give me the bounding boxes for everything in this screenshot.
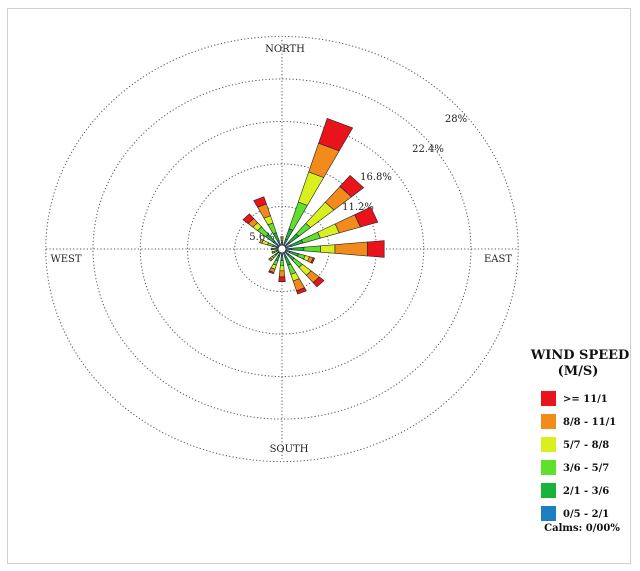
legend-swatch-6 bbox=[541, 506, 556, 521]
petal-dir7-bin6 bbox=[278, 276, 286, 283]
center-hole bbox=[277, 244, 287, 254]
legend-swatch-2 bbox=[541, 414, 556, 429]
compass-south-label: SOUTH bbox=[270, 444, 309, 455]
ring-label-4: 22.4% bbox=[412, 144, 444, 155]
legend-label-1: >= 11/1 bbox=[563, 394, 608, 405]
petal-dir3-bin5 bbox=[334, 241, 368, 257]
petal-dir3-bin3 bbox=[303, 245, 321, 253]
legend-label-4: 3/6 - 5/7 bbox=[563, 463, 609, 474]
legend: WIND SPEED (M/S) >= 11/1 8/8 - 11/1 5/7 - … bbox=[530, 348, 630, 534]
ring-1 bbox=[234, 205, 330, 293]
petal-dir2-bin3 bbox=[301, 231, 321, 244]
legend-label-6: 0/5 - 2/1 bbox=[563, 509, 609, 520]
petal-dir6-bin6 bbox=[296, 287, 307, 295]
legend-items: >= 11/1 8/8 - 11/1 5/7 - 8/8 3/6 - 5/7 2/1 -… bbox=[541, 391, 616, 521]
petal-dir0-bin4 bbox=[297, 171, 325, 206]
wind-petals bbox=[242, 118, 385, 295]
petal-dir3-bin4 bbox=[320, 244, 336, 254]
petal-dir13-bin6 bbox=[242, 213, 255, 224]
petal-dir0-bin6 bbox=[318, 118, 354, 152]
chart-frame bbox=[7, 8, 631, 564]
legend-title-line2: (M/S) bbox=[558, 364, 599, 379]
petal-dir9-bin5 bbox=[268, 257, 273, 262]
legend-swatch-1 bbox=[541, 391, 556, 406]
compass-north-label: NORTH bbox=[265, 44, 305, 55]
legend-label-5: 2/1 - 3/6 bbox=[563, 486, 609, 497]
petal-dir14-bin6 bbox=[253, 196, 267, 208]
ring-5 bbox=[45, 35, 519, 463]
legend-swatch-3 bbox=[541, 437, 556, 452]
ring-label-3: 16.8% bbox=[360, 172, 392, 183]
petal-dir11-bin5 bbox=[271, 247, 273, 251]
legend-swatch-4 bbox=[541, 460, 556, 475]
calms-label: Calms: 0/00% bbox=[544, 523, 620, 534]
legend-swatch-5 bbox=[541, 483, 556, 498]
petal-dir3-bin2 bbox=[291, 246, 305, 252]
petal-dir15-bin5 bbox=[280, 236, 284, 239]
ring-label-2: 11.2% bbox=[342, 202, 374, 213]
compass-west-label: WEST bbox=[50, 254, 81, 265]
legend-title-line1: WIND SPEED bbox=[530, 348, 630, 363]
ring-4 bbox=[92, 78, 472, 420]
petal-dir10-bin5 bbox=[271, 251, 274, 254]
petal-dir7-bin4 bbox=[279, 264, 285, 272]
petal-dir6-bin2 bbox=[284, 256, 292, 266]
legend-label-2: 8/8 - 11/1 bbox=[563, 417, 616, 428]
petal-dir15-bin3 bbox=[280, 239, 284, 243]
petal-dir7-bin2 bbox=[280, 254, 284, 261]
petal-dir2-bin6 bbox=[354, 206, 379, 228]
petal-dir12-bin5 bbox=[259, 238, 264, 244]
petal-dir11-bin3 bbox=[273, 247, 277, 251]
ring-label-5: 28% bbox=[445, 114, 467, 125]
petal-dir8-bin6 bbox=[268, 270, 275, 275]
legend-label-3: 5/7 - 8/8 bbox=[563, 440, 609, 451]
petal-dir1-bin6 bbox=[339, 174, 365, 198]
ring-labels: 5.6% 11.2% 16.8% 22.4% 28% bbox=[249, 114, 467, 243]
petal-dir7-bin5 bbox=[278, 270, 286, 278]
petal-dir7-bin3 bbox=[279, 260, 285, 266]
petal-dir4-bin6 bbox=[310, 257, 316, 264]
compass-east-label: EAST bbox=[484, 254, 512, 265]
petal-dir3-bin6 bbox=[367, 240, 385, 258]
petal-dir5-bin6 bbox=[312, 276, 325, 288]
ring-label-1: 5.6% bbox=[249, 232, 274, 243]
